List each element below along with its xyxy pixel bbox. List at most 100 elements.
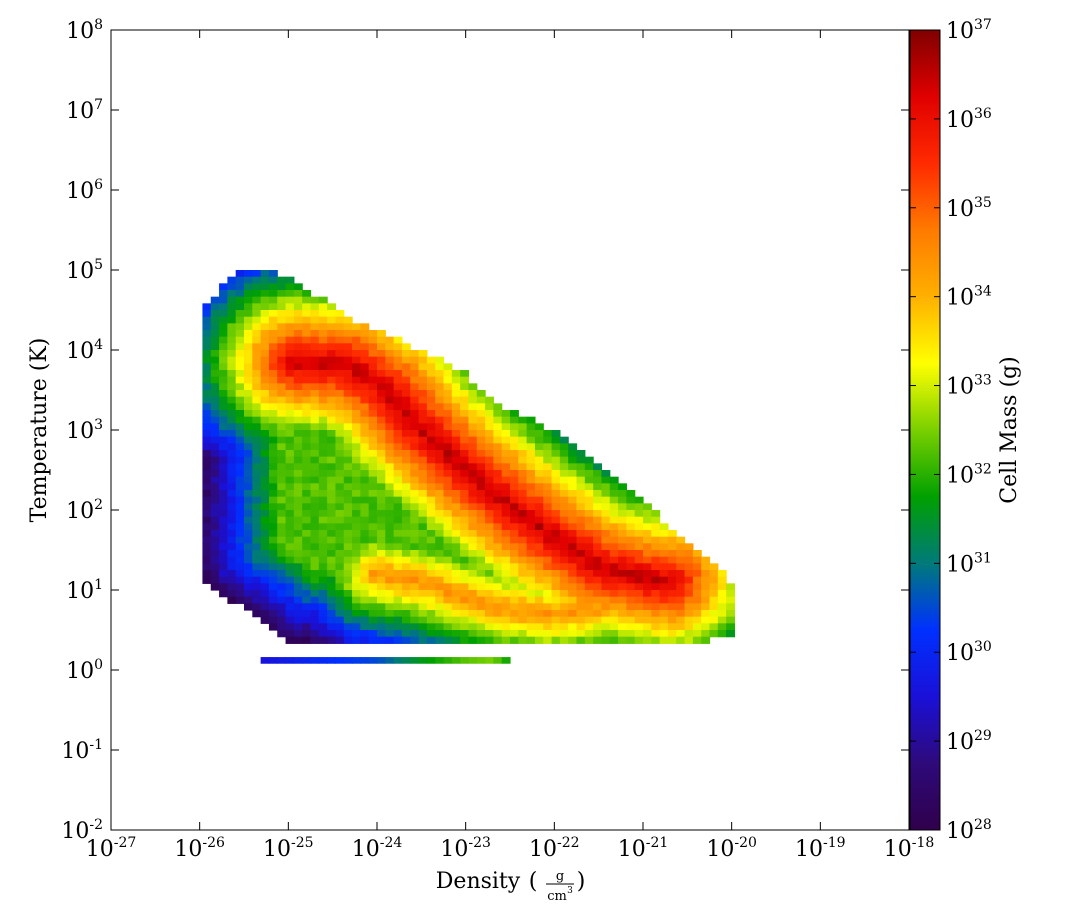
heatmap-cell [534,570,544,578]
heatmap-cell [426,576,436,584]
heatmap-cell [252,356,262,364]
heatmap-cell [426,356,436,364]
heatmap-cell [285,396,295,404]
heatmap-cell [302,336,312,344]
heatmap-cell [335,350,345,358]
heatmap-cell [476,430,486,438]
heatmap-cell [360,603,370,611]
heatmap-cell [352,503,361,511]
heatmap-cell [202,436,212,444]
heatmap-cell [501,516,511,524]
heatmap-cell [310,436,320,444]
heatmap-cell [601,543,611,551]
heatmap-cell [260,590,270,598]
heatmap-cell [260,510,270,518]
heatmap-cell [493,630,503,638]
heatmap-cell [352,476,361,484]
heatmap-cell [485,476,494,484]
heatmap-cell [302,383,312,391]
heatmap-cell [401,403,411,411]
heatmap-cell [202,396,212,404]
heatmap-cell [667,556,677,564]
heatmap-cell [709,596,719,604]
heatmap-cell [393,356,403,364]
heatmap-cell [609,576,619,584]
heatmap-cell [418,496,428,504]
heatmap-cell [426,603,436,611]
heatmap-cell [643,610,652,618]
heatmap-cell [468,490,478,498]
heatmap-cell [626,556,636,564]
heatmap-cell [219,496,228,504]
heatmap-cell [684,590,694,598]
heatmap-cell [310,570,320,578]
heatmap-cell [227,403,237,411]
heatmap-cell [360,636,370,644]
heatmap-cell [667,583,677,591]
heatmap-cell [568,590,578,598]
heatmap-cell [692,603,702,611]
heatmap-cell [252,323,262,331]
heatmap-cell [717,603,727,611]
heatmap-cell [451,657,461,664]
heatmap-cell [318,343,328,351]
heatmap-cell [219,303,228,311]
heatmap-cell [676,596,686,604]
heatmap-cell [235,490,245,498]
heatmap-cell [260,396,270,404]
heatmap-cell [584,630,594,638]
heatmap-cell [684,550,694,558]
heatmap-cell [227,496,237,504]
heatmap-cell [435,483,445,491]
heatmap-cell [568,483,578,491]
heatmap-cell [235,423,245,431]
heatmap-cell [418,536,428,544]
heatmap-cell [401,523,411,531]
heatmap-cell [626,530,636,538]
heatmap-cell [534,536,544,544]
heatmap-cell [468,423,478,431]
heatmap-cell [318,410,328,418]
heatmap-cell [335,510,345,518]
heatmap-cell [618,496,627,504]
heatmap-cell [518,416,528,424]
heatmap-cell [559,610,569,618]
heatmap-cell [227,483,237,491]
heatmap-cell [219,423,228,431]
heatmap-cell [385,590,395,598]
heatmap-cell [352,456,361,464]
heatmap-cell [493,456,503,464]
heatmap-cell [318,450,328,458]
heatmap-cell [268,343,278,351]
heatmap-cell [593,570,603,578]
y-tick-label: 100 [66,657,103,684]
heatmap-cell [385,543,395,551]
heatmap-cell [277,543,287,551]
heatmap-cell [202,550,212,558]
heatmap-cell [460,556,470,564]
heatmap-cell [219,590,228,598]
heatmap-cell [593,523,603,531]
heatmap-cell [252,530,262,538]
heatmap-cell [368,476,378,484]
heatmap-cell [302,563,312,571]
heatmap-cell [327,596,337,604]
heatmap-cell [327,430,337,438]
heatmap-cell [618,490,627,498]
heatmap-cell [343,530,353,538]
heatmap-cell [277,556,287,564]
heatmap-cell [401,383,411,391]
heatmap-cell [701,610,711,618]
heatmap-cell [360,443,370,451]
heatmap-cell [518,583,528,591]
heatmap-cell [285,470,295,478]
heatmap-cell [285,616,295,624]
heatmap-cell [318,443,328,451]
heatmap-cell [235,396,245,404]
heatmap-cell [360,376,370,384]
heatmap-cell [260,323,270,331]
heatmap-cell [268,530,278,538]
heatmap-cell [219,550,228,558]
heatmap-cell [493,410,503,418]
heatmap-cell [410,510,420,518]
